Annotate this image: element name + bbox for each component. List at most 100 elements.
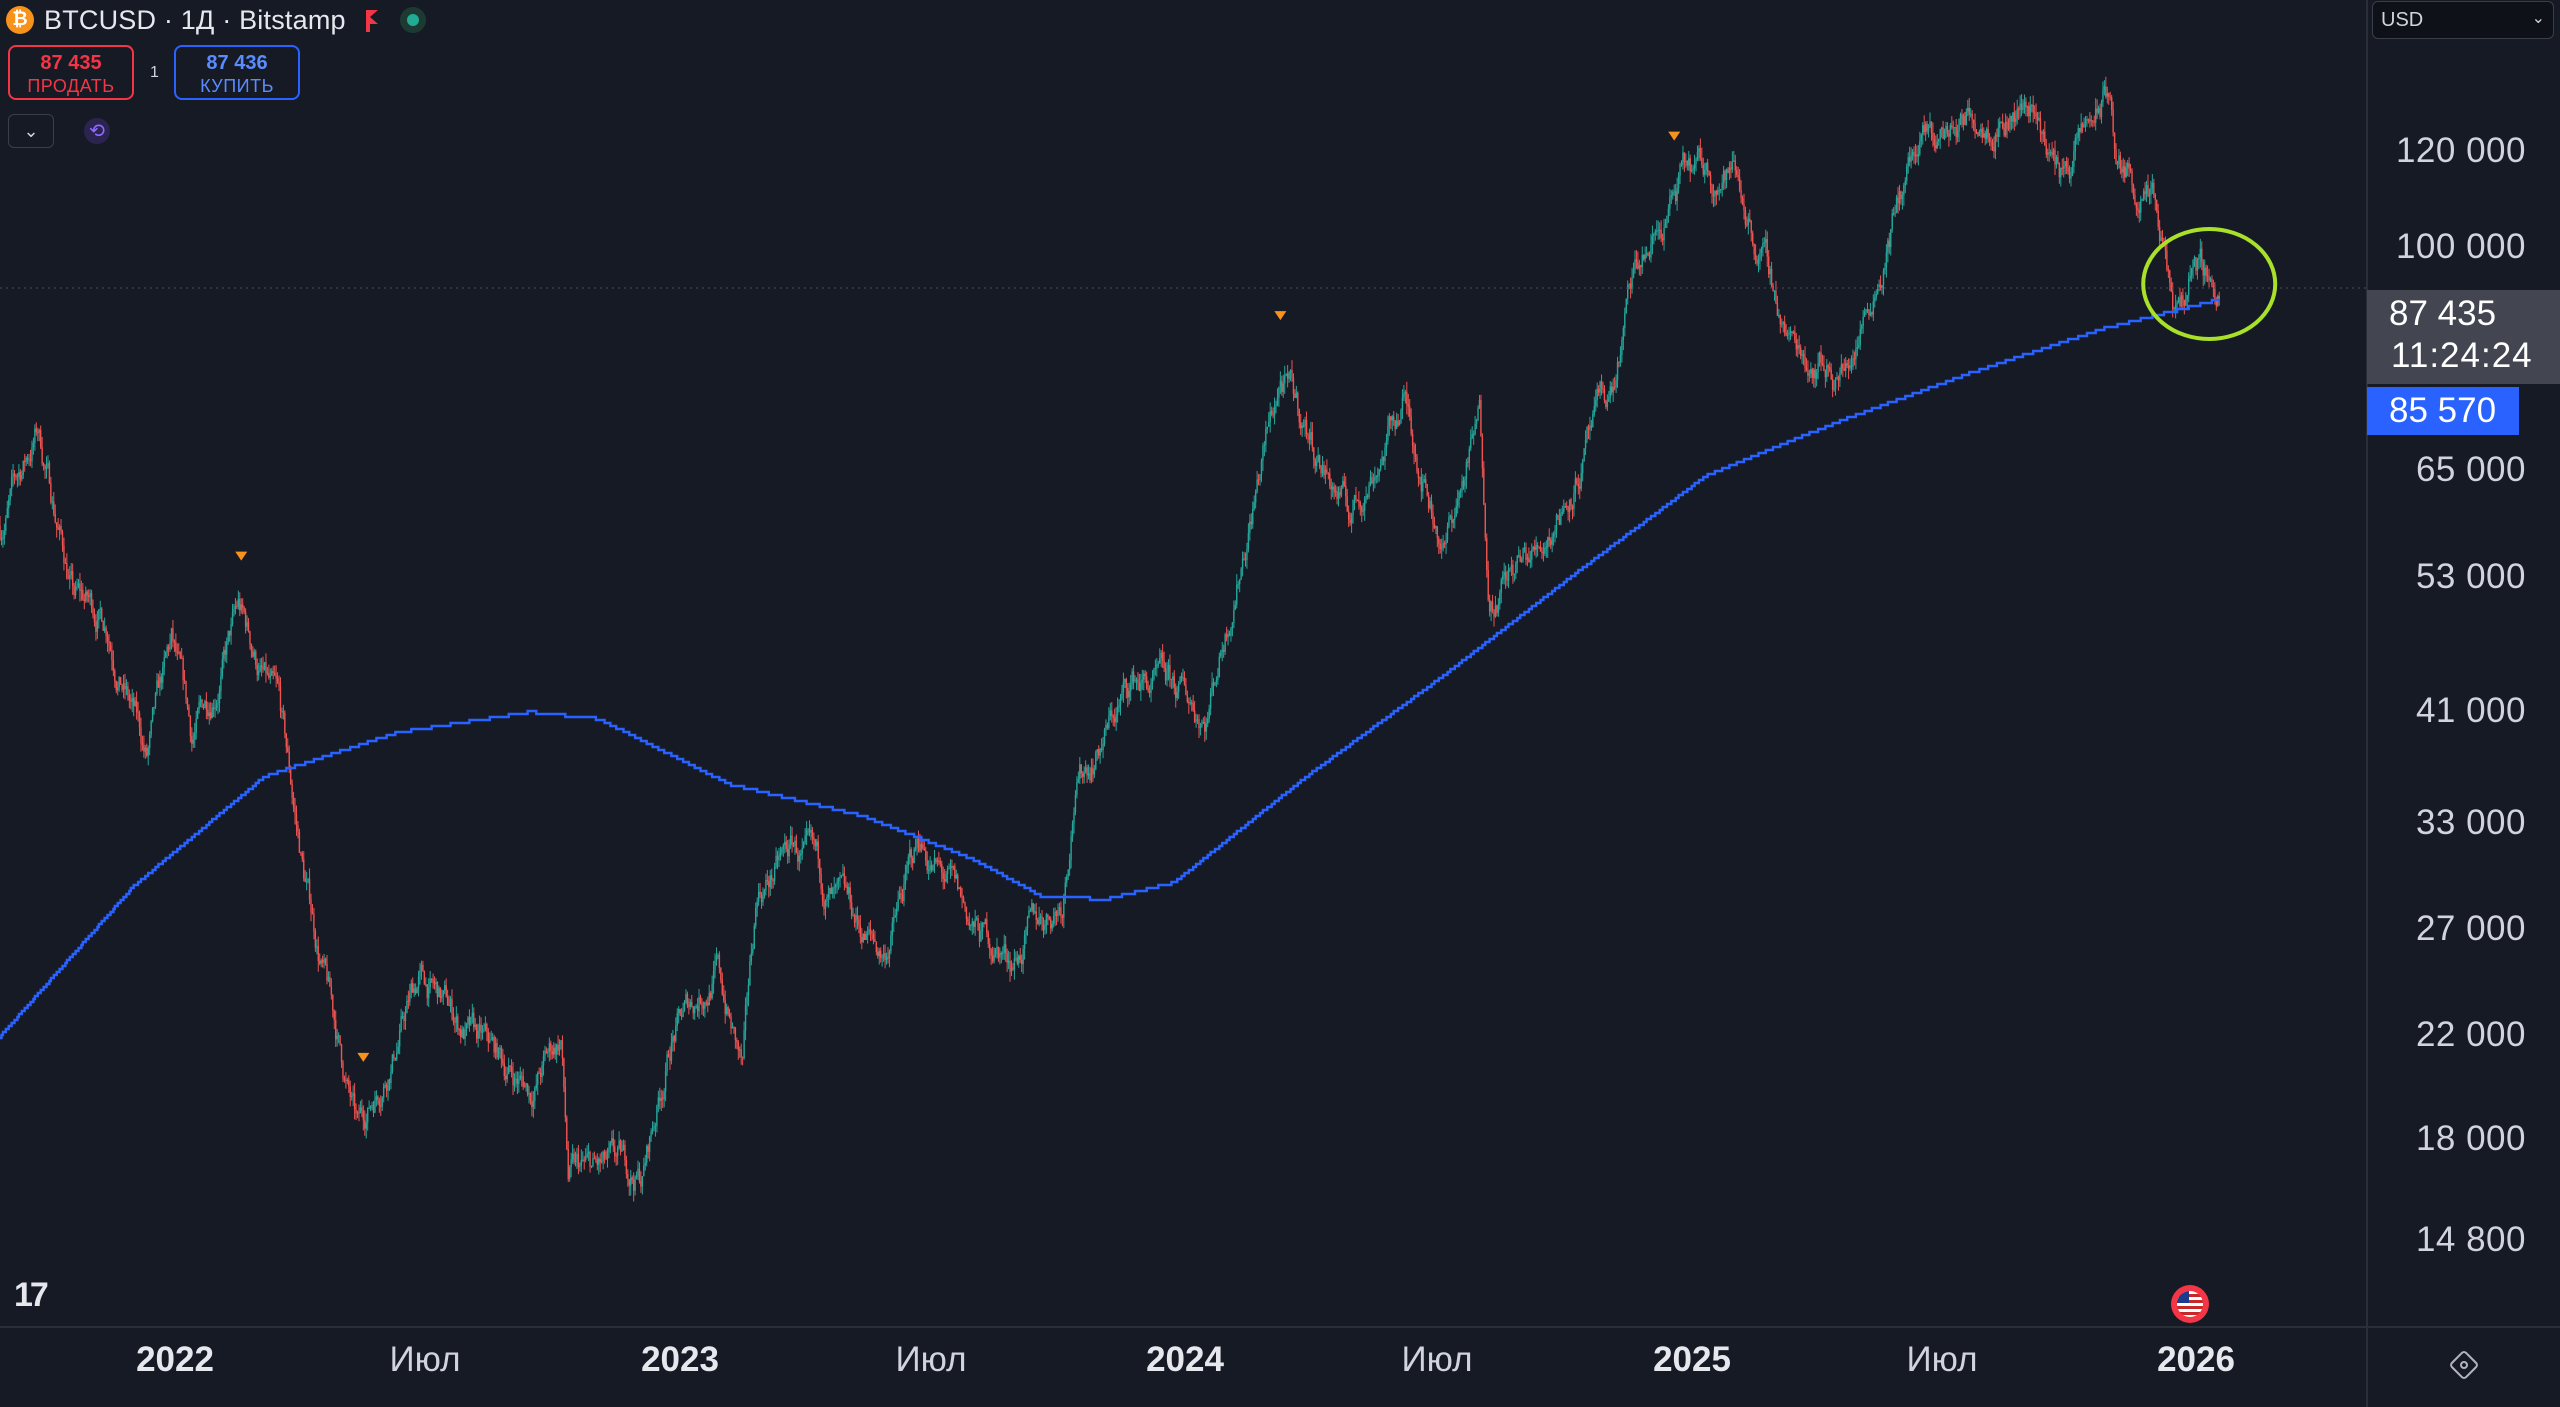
candle-body	[1914, 154, 1917, 157]
candle-body	[1888, 240, 1891, 248]
candle	[403, 1011, 405, 1030]
candle-body	[506, 1074, 508, 1080]
candle-body	[2151, 182, 2154, 188]
candle	[1119, 694, 1122, 716]
candle-body	[612, 1138, 614, 1147]
candle	[2109, 91, 2111, 101]
candle	[1128, 682, 1130, 705]
currency-select[interactable]: USD ⌄	[2372, 1, 2554, 39]
candle-body	[1948, 133, 1950, 137]
collapse-legend-button[interactable]: ⌄	[8, 114, 54, 148]
candle	[670, 1033, 673, 1065]
market-status-icon[interactable]	[399, 7, 426, 33]
candle-body	[971, 921, 973, 926]
candle-body	[1358, 500, 1360, 503]
candle	[1108, 707, 1110, 730]
candle-body	[1458, 492, 1460, 500]
candle-body	[1420, 477, 1423, 492]
candle-body	[739, 1049, 741, 1051]
candle-body	[477, 1030, 479, 1039]
candle-body	[346, 1079, 349, 1082]
sell-button[interactable]: 87 435 ПРОДАТЬ	[8, 45, 134, 100]
candle-body	[945, 874, 947, 882]
candle	[1379, 458, 1382, 472]
candle-body	[750, 953, 753, 962]
candle	[2154, 193, 2156, 211]
candle	[1785, 324, 1787, 337]
candle-body	[407, 1000, 410, 1002]
candle	[1587, 424, 1590, 440]
candle	[1032, 902, 1035, 916]
candle-body	[548, 1043, 551, 1052]
candle	[1876, 283, 1879, 295]
symbol-header[interactable]: ₿ BTCUSD · 1Д · Bitstamp	[6, 2, 426, 38]
candle	[54, 504, 56, 524]
candle	[884, 944, 886, 969]
candle-body	[268, 672, 270, 678]
candle-body	[708, 992, 710, 1006]
buy-button[interactable]: 87 436 КУПИТЬ	[174, 45, 300, 100]
sync-icon[interactable]: ⟲	[84, 118, 110, 144]
candle-body	[1523, 547, 1526, 549]
candle-body	[823, 900, 825, 909]
candle	[2016, 99, 2018, 125]
candle-body	[651, 1129, 654, 1132]
candle	[698, 988, 700, 1019]
us-flag-icon[interactable]	[2171, 1285, 2209, 1323]
candle-body	[1504, 572, 1507, 580]
tradingview-logo[interactable]: 17	[14, 1276, 49, 1314]
candle	[1209, 687, 1212, 716]
candle	[2073, 140, 2075, 174]
candle-body	[2054, 149, 2056, 165]
candle	[1910, 147, 1912, 169]
candle	[1212, 678, 1215, 697]
candle	[212, 699, 215, 718]
candle-body	[372, 1105, 375, 1113]
candle-body	[247, 622, 250, 632]
candle-body	[1035, 911, 1037, 920]
candle-body	[1169, 665, 1171, 679]
candle	[1627, 280, 1629, 305]
candle-body	[1789, 331, 1792, 333]
candle	[897, 890, 899, 912]
candle-body	[541, 1065, 543, 1077]
candle-body	[1156, 664, 1158, 668]
candle-body	[2172, 291, 2174, 309]
candle	[923, 840, 926, 851]
candle	[1076, 776, 1078, 799]
candle	[1116, 697, 1119, 723]
candle	[1497, 598, 1500, 617]
candle	[1090, 758, 1093, 784]
candle-body	[58, 526, 61, 530]
candle	[1746, 216, 1748, 228]
candle	[1951, 116, 1953, 130]
candle	[1661, 233, 1664, 246]
candle	[407, 990, 410, 1009]
candle	[259, 658, 261, 673]
candle-body	[724, 1000, 726, 1014]
candle-body	[368, 1107, 370, 1109]
candle	[635, 1171, 638, 1180]
candle-body	[1650, 244, 1652, 258]
candle-body	[1616, 362, 1619, 381]
candle	[1458, 490, 1460, 509]
candle-body	[228, 630, 231, 636]
candle	[1041, 910, 1043, 931]
candle	[2045, 138, 2047, 158]
candle	[167, 644, 170, 657]
candle	[1815, 368, 1818, 387]
candle-body	[768, 881, 770, 888]
candle-body	[1866, 309, 1869, 311]
candle	[1029, 907, 1032, 913]
candle-body	[1273, 406, 1276, 416]
candle	[2110, 94, 2113, 116]
candle	[361, 1099, 363, 1118]
candle	[1329, 467, 1331, 490]
candle	[957, 873, 959, 891]
candle	[436, 981, 439, 1005]
symbol-title[interactable]: BTCUSD · 1Д · Bitstamp	[44, 4, 346, 35]
candle-body	[180, 658, 183, 660]
candle	[1039, 913, 1042, 925]
flag-icon[interactable]	[365, 10, 384, 32]
